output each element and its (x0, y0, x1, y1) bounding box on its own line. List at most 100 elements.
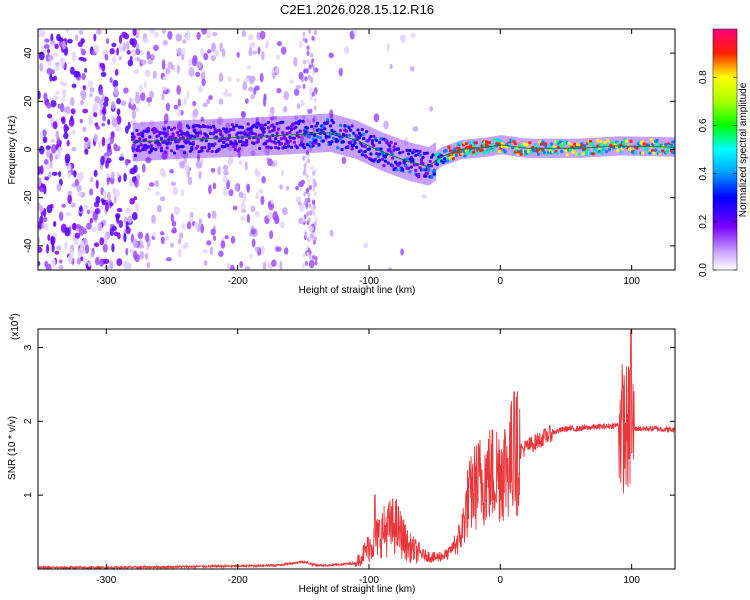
spectrogram-noise-cell (224, 88, 229, 98)
spectrogram-signal-cell (658, 150, 662, 154)
spectrogram-signal-cell (256, 137, 260, 141)
spectrogram-noise-cell (295, 185, 299, 191)
spectrogram-signal-cell (558, 140, 562, 144)
spectrogram-noise-cell (83, 258, 89, 264)
spectrogram-signal-cell (625, 139, 629, 143)
colorbar-tick-label: 0.6 (698, 118, 709, 132)
spectrogram-signal-cell (409, 165, 414, 169)
spectrogram-noise-cell (153, 44, 159, 52)
spectrogram-signal-cell (255, 125, 259, 129)
spectrogram-noise-cell (125, 247, 129, 256)
spectrogram-signal-cell (289, 145, 294, 149)
spectrogram-noise-cell (241, 30, 247, 38)
spectrogram-noise-cell (63, 132, 69, 140)
spectrogram-noise-cell (95, 29, 102, 35)
spectrogram-signal-cell (259, 126, 263, 130)
spectrogram-signal-cell (522, 142, 526, 146)
spectrogram-noise-cell (101, 136, 106, 147)
spectrogram-signal-cell (596, 139, 600, 143)
spectrogram-noise-cell (313, 30, 317, 36)
spectrogram-noise-cell (298, 40, 303, 49)
snr-scale-suffix: ) (10, 313, 21, 316)
spectrogram-noise-cell (132, 238, 138, 249)
spectrogram-signal-cell (272, 128, 276, 132)
spectrogram-noise-cell (300, 134, 304, 144)
spectrogram-signal-cell (206, 125, 210, 129)
spectrogram-signal-cell (206, 149, 210, 153)
spectrogram-signal-cell (336, 146, 340, 150)
spectrogram-noise-cell (211, 210, 217, 220)
spectrogram-signal-cell (336, 139, 340, 143)
spectrogram-noise-cell (172, 186, 179, 196)
spectrogram-signal-cell (284, 145, 288, 150)
spectrogram-signal-cell (326, 118, 330, 122)
spectrogram-noise-cell (387, 267, 393, 270)
spectrogram-signal-cell (210, 149, 214, 153)
spectrogram-noise-cell (259, 30, 266, 40)
spectrogram-noise-cell (244, 266, 251, 270)
spectrogram-noise-cell (304, 38, 308, 44)
spectrogram-signal-cell (499, 139, 503, 144)
spectrogram-noise-cell (312, 64, 316, 70)
spectrogram-signal-cell (250, 131, 255, 136)
spectrogram-signal-cell (262, 130, 266, 134)
spectrogram-noise-cell (142, 37, 149, 44)
spectrogram-noise-cell (123, 233, 127, 243)
spectrogram-signal-cell (146, 145, 151, 149)
spectrogram-noise-cell (162, 40, 168, 46)
spectrogram-signal-cell (193, 135, 197, 139)
spectrogram-signal-cell (217, 147, 221, 151)
spectrogram-noise-cell (178, 160, 185, 169)
spectrogram-signal-cell (606, 139, 610, 143)
spectrogram-noise-cell (101, 199, 106, 206)
spectrogram-noise-cell (123, 262, 128, 270)
spectrogram-signal-cell (386, 161, 390, 165)
spectrogram-noise-cell (279, 221, 285, 229)
spec-x-tick-label: -300 (96, 276, 116, 287)
spectrogram-noise-cell (223, 170, 229, 176)
spectrogram-noise-cell (111, 243, 115, 253)
spectrogram-signal-cell (464, 141, 468, 146)
spectrogram-signal-cell (492, 148, 496, 152)
spectrogram-signal-cell (185, 131, 190, 135)
spectrogram-noise-cell (260, 195, 265, 206)
spectrogram-noise-cell (44, 260, 49, 268)
spectrogram-signal-cell (534, 143, 538, 147)
spectrogram-noise-cell (106, 191, 111, 201)
spectrogram-noise-cell (116, 213, 120, 224)
spectrogram-x-label: Height of straight line (km) (299, 285, 416, 296)
spectrogram-signal-cell (405, 148, 409, 152)
spectrogram-signal-cell (198, 125, 203, 129)
spectrogram-y-label: Frequency (Hz) (7, 116, 18, 185)
spectrogram-noise-cell (295, 84, 302, 90)
spectrogram-noise-cell (73, 222, 77, 231)
spectrogram-noise-cell (59, 259, 63, 264)
spectrogram-noise-cell (111, 42, 117, 48)
spectrogram-noise-cell (200, 47, 205, 57)
spectrogram-signal-cell (245, 140, 249, 144)
spectrogram-signal-cell (233, 148, 237, 152)
spectrogram-signal-cell (480, 148, 484, 152)
spectrogram-noise-cell (306, 51, 310, 57)
spectrogram-signal-cell (180, 130, 184, 134)
spectrogram-noise-cell (275, 66, 279, 74)
spectrogram-noise-cell (53, 51, 59, 58)
spectrogram-signal-cell (391, 152, 395, 156)
spectrogram-signal-cell (273, 141, 278, 145)
spectrogram-signal-cell (431, 153, 435, 157)
spectrogram-signal-cell (427, 168, 431, 172)
spectrogram-signal-cell (395, 168, 399, 172)
spectrogram-noise-cell (113, 143, 118, 152)
spectrogram-noise-cell (94, 96, 101, 104)
spectrogram-noise-cell (123, 172, 127, 182)
spectrogram-noise-cell (313, 168, 317, 174)
spectrogram-signal-cell (165, 132, 169, 136)
spectrogram-noise-cell (310, 233, 314, 239)
spectrogram-noise-cell (155, 191, 160, 196)
spectrogram-noise-cell (373, 113, 380, 123)
spectrogram-signal-cell (648, 151, 652, 155)
spectrogram-noise-cell (310, 165, 314, 171)
spectrogram-noise-cell (140, 59, 147, 65)
spectrogram-signal-cell (353, 141, 357, 145)
spectrogram-noise-cell (312, 254, 316, 260)
